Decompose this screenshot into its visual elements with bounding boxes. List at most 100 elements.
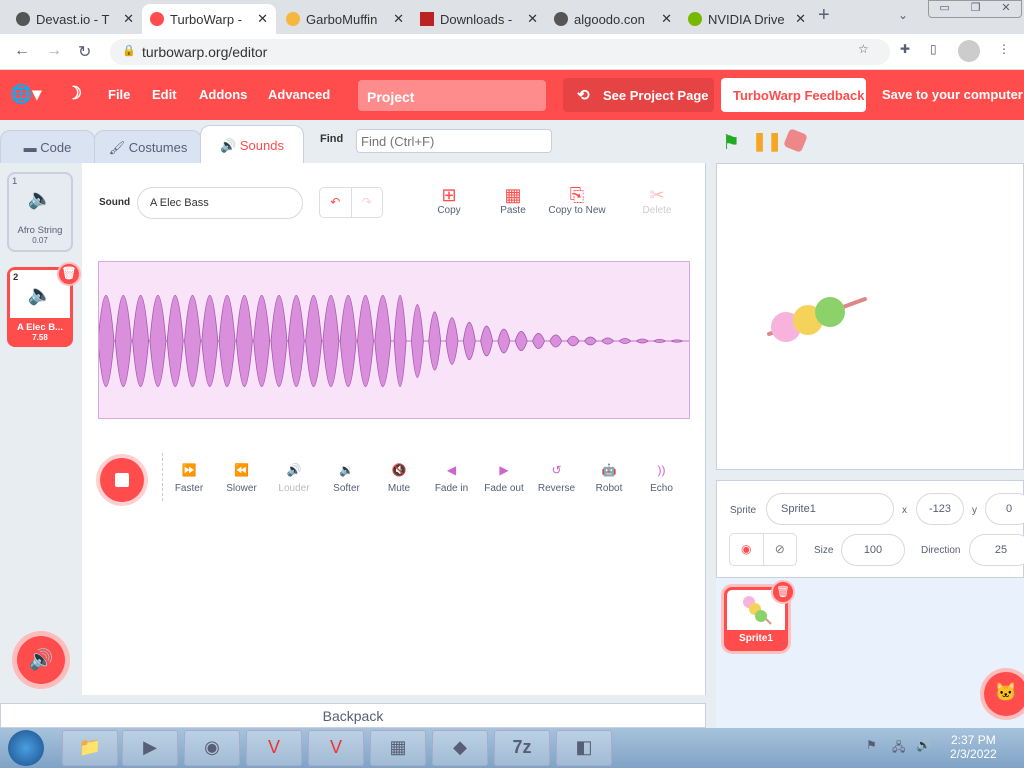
pause-icon[interactable]: ❚❚ — [752, 131, 783, 151]
url-input[interactable]: 🔒 turbowarp.org/editor — [110, 39, 890, 65]
effect-fade-in-button[interactable]: ◀ Fade in — [427, 463, 477, 494]
green-flag-icon[interactable]: ⚑ — [722, 132, 740, 154]
stop-icon — [115, 473, 129, 487]
theme-moon-icon[interactable]: ☽ — [66, 83, 83, 103]
sound-item[interactable]: 1 🔈 Afro String 0.07 — [7, 172, 73, 252]
effect-faster-button[interactable]: ⏩ Faster — [164, 463, 214, 494]
forward-icon[interactable]: → — [46, 42, 62, 59]
y-input[interactable]: 0 — [985, 493, 1024, 525]
close-tab-icon[interactable]: ✕ — [123, 11, 134, 26]
sound-item-selected[interactable]: 2 🔈 A Elec B... 7.58 🗑 — [7, 262, 81, 347]
sound-name-input[interactable]: A Elec Bass — [137, 187, 303, 219]
reload-icon[interactable]: ↻ — [78, 44, 92, 61]
star-icon[interactable]: ☆ — [858, 42, 869, 56]
project-title-input[interactable]: Project — [358, 80, 546, 111]
close-tab-icon[interactable]: ✕ — [661, 11, 672, 26]
calculator-icon[interactable]: ▦ — [370, 730, 426, 766]
delete-sprite-icon[interactable]: 🗑 — [771, 580, 795, 604]
feedback-button[interactable]: TurboWarp Feedback — [721, 78, 866, 112]
clock[interactable]: 2:37 PM 2/3/2022 — [950, 733, 997, 761]
extensions-icon[interactable]: ✚ — [900, 42, 911, 56]
network-icon[interactable]: 🖧 — [892, 740, 906, 754]
close-tab-icon[interactable]: ✕ — [257, 11, 268, 26]
menu-icon[interactable]: ⋮ — [998, 42, 1010, 56]
avatar[interactable] — [958, 40, 980, 62]
effect-fade-out-button[interactable]: ▶ Fade out — [479, 463, 529, 494]
start-button[interactable] — [8, 730, 44, 766]
tab-costumes[interactable]: 🖌 Costumes — [94, 130, 202, 164]
back-icon[interactable]: ← — [14, 42, 30, 59]
hide-eye-icon[interactable]: ⊘ — [774, 542, 785, 556]
browser-tab-active[interactable]: TurboWarp - ✕ — [142, 4, 276, 34]
sprite-item-selected[interactable]: Sprite1 🗑 — [724, 580, 795, 651]
tab-search-icon[interactable]: ⌄ — [898, 8, 909, 22]
find-input[interactable] — [356, 129, 552, 153]
effect-softer-button[interactable]: 🔉 Softer — [322, 463, 372, 494]
minimize-icon[interactable]: ▭ — [939, 2, 950, 14]
copy-to-new-icon: ⎘ — [569, 185, 585, 205]
virtualbox-icon[interactable]: ◆ — [432, 730, 488, 766]
menu-edit[interactable]: Edit — [152, 87, 177, 102]
add-sprite-button[interactable]: 🐱 — [984, 672, 1024, 716]
tab-code[interactable]: ▬ Code — [0, 130, 95, 164]
browser-tab[interactable]: Devast.io - T ✕ — [8, 4, 142, 34]
stage[interactable] — [716, 163, 1024, 470]
menu-addons[interactable]: Addons — [199, 87, 248, 102]
x-input[interactable]: -123 — [916, 493, 964, 525]
browser-tab[interactable]: Downloads - ✕ — [412, 4, 546, 34]
sprite-list: Sprite1 🗑 🐱 — [716, 578, 1024, 728]
browser-tab[interactable]: algoodo.con ✕ — [546, 4, 680, 34]
close-icon[interactable]: ✕ — [1001, 2, 1011, 14]
show-eye-icon[interactable]: ◉ — [730, 534, 764, 565]
new-tab-button[interactable]: + — [818, 4, 830, 26]
vivaldi-icon[interactable]: V — [308, 730, 364, 766]
backpack[interactable]: Backpack — [0, 703, 706, 728]
effect-icon: 🔉 — [339, 463, 354, 477]
see-project-page-button[interactable]: ⟲ See Project Page — [563, 78, 714, 112]
sound-list: 1 🔈 Afro String 0.07 2 🔈 A Elec B... 7.58… — [0, 163, 82, 703]
stop-playback-button[interactable] — [100, 458, 144, 502]
size-input[interactable]: 100 — [841, 534, 905, 566]
sidebar-icon[interactable]: ▯ — [930, 42, 937, 56]
effect-mute-button[interactable]: 🔇 Mute — [374, 463, 424, 494]
restore-icon[interactable]: ❐ — [970, 2, 981, 14]
add-sound-button[interactable]: 🔊 — [17, 636, 65, 684]
app-icon[interactable]: ◧ — [556, 730, 612, 766]
effect-louder-button[interactable]: 🔊 Louder — [269, 463, 319, 494]
media-player-icon[interactable]: ▶ — [122, 730, 178, 766]
volume-icon[interactable]: 🔊 — [916, 738, 931, 752]
menu-advanced[interactable]: Advanced — [268, 87, 331, 102]
undo-icon[interactable]: ↶ — [320, 188, 352, 217]
chrome-icon[interactable]: ◉ — [184, 730, 240, 766]
redo-icon[interactable]: ↷ — [361, 195, 372, 209]
effect-echo-button[interactable]: )) Echo — [637, 463, 687, 494]
copy-button[interactable]: ⊞ Copy — [424, 185, 474, 216]
close-tab-icon[interactable]: ✕ — [527, 11, 538, 26]
explorer-icon[interactable]: 📁 — [62, 730, 118, 766]
stop-icon[interactable] — [783, 128, 808, 153]
save-to-computer-button[interactable]: Save to your computer — [882, 87, 1023, 102]
effect-icon: ▶ — [499, 463, 509, 477]
effect-slower-button[interactable]: ⏪ Slower — [217, 463, 267, 494]
effect-icon: ⏪ — [234, 463, 249, 477]
close-tab-icon[interactable]: ✕ — [393, 11, 404, 26]
effect-robot-button[interactable]: 🤖 Robot — [584, 463, 634, 494]
copy-to-new-button[interactable]: ⎘ Copy to New — [544, 185, 610, 216]
delete-button[interactable]: ✂ Delete — [634, 185, 680, 216]
action-center-flag-icon[interactable]: ⚑ — [866, 738, 877, 752]
sprite-name-input[interactable]: Sprite1 — [766, 493, 894, 525]
7zip-icon[interactable]: 7z — [494, 730, 550, 766]
language-globe-icon[interactable]: 🌐▾ — [10, 84, 42, 104]
close-tab-icon[interactable]: ✕ — [795, 11, 806, 26]
paste-button[interactable]: ▦ Paste — [488, 185, 538, 216]
browser-tab[interactable]: NVIDIA Drive ✕ — [680, 4, 814, 34]
effect-reverse-button[interactable]: ↺ Reverse — [532, 463, 582, 494]
tab-sounds[interactable]: 🔊 Sounds — [200, 125, 304, 164]
vivaldi-icon[interactable]: V — [246, 730, 302, 766]
window-controls[interactable]: ▭ ❐ ✕ — [928, 0, 1022, 18]
menu-file[interactable]: File — [108, 87, 131, 102]
direction-input[interactable]: 25 — [969, 534, 1024, 566]
browser-tab[interactable]: GarboMuffin ✕ — [278, 4, 412, 34]
lock-icon: 🔒 — [122, 45, 136, 57]
delete-sound-icon[interactable]: 🗑 — [57, 262, 81, 286]
